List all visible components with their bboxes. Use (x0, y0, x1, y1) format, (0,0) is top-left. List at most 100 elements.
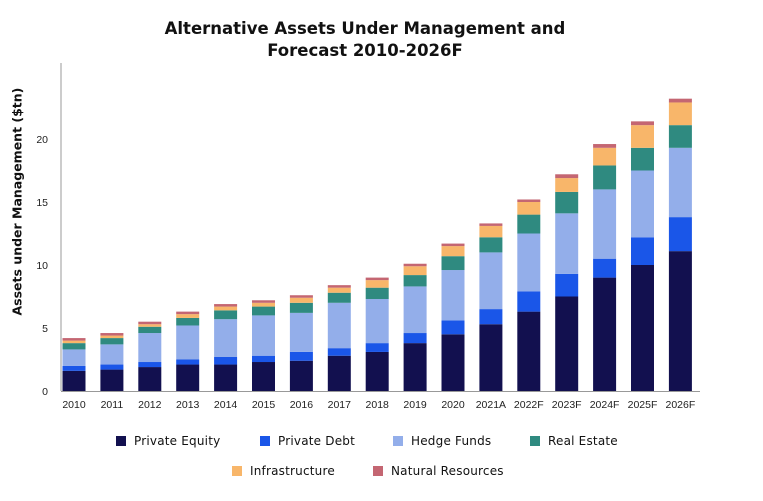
bar-segment-natural-resources (62, 338, 86, 341)
legend-item-private-debt: Private Debt (260, 434, 355, 448)
bar-stack-2020 (441, 243, 465, 391)
bar-segment-private-equity (327, 355, 351, 391)
bar-segment-natural-resources (441, 243, 465, 247)
bar-segment-hedge-funds (176, 325, 200, 360)
bar-stack-2010 (62, 338, 86, 391)
bar-segment-real-estate (100, 338, 124, 345)
bar-segment-private-equity (668, 251, 692, 391)
bar-stack-2012 (138, 321, 162, 391)
bar-segment-natural-resources (631, 121, 654, 126)
bar-segment-private-debt (176, 359, 200, 365)
x-tick-label: 2017 (328, 399, 352, 411)
x-tick-label: 2025F (628, 399, 658, 411)
chart-title: Alternative Assets Under Management and … (0, 18, 730, 62)
legend-swatch (393, 436, 403, 446)
bar-segment-real-estate (289, 302, 313, 313)
bar-segment-real-estate (62, 343, 86, 350)
bar-segment-infrastructure (100, 335, 124, 339)
legend-label: Hedge Funds (411, 434, 492, 448)
bar-segment-hedge-funds (555, 213, 579, 274)
bar-segment-private-equity (365, 351, 389, 391)
bar-segment-private-debt (138, 362, 162, 368)
bar-segment-hedge-funds (479, 252, 503, 310)
bar-segment-infrastructure (62, 340, 86, 344)
bar-segment-natural-resources (100, 333, 124, 336)
x-tick-label: 2013 (176, 399, 200, 411)
bar-stack-2022F (517, 199, 541, 391)
legend-item-private-equity: Private Equity (116, 434, 220, 448)
bar-segment-hedge-funds (631, 170, 654, 238)
x-tick-label: 2016 (290, 399, 314, 411)
bar-segment-real-estate (555, 191, 579, 214)
bar-stacks (62, 98, 692, 391)
bar-segment-private-debt (327, 348, 351, 356)
bar-segment-private-debt (517, 291, 541, 312)
x-axis: 2010 2011 2012 2013 2014 2015 2016 2017 2018 2019… (61, 391, 700, 411)
x-tick-label: 2022F (514, 399, 544, 411)
bar-segment-real-estate (252, 306, 275, 316)
bar-segment-real-estate (403, 275, 427, 287)
bar-segment-private-equity (289, 360, 313, 391)
bar-segment-private-equity (138, 367, 162, 391)
bar-stack-2024F (593, 144, 617, 391)
bar-segment-infrastructure (593, 147, 617, 166)
legend-label: Real Estate (548, 434, 618, 448)
bar-segment-hedge-funds (365, 299, 389, 344)
bar-stack-2023F (555, 174, 579, 391)
bar-segment-private-equity (214, 364, 238, 391)
legend-item-hedge-funds: Hedge Funds (393, 434, 491, 448)
bar-stack-2021A (479, 223, 503, 391)
y-tick-label: 15 (36, 197, 48, 209)
legend-item-infrastructure: Infrastructure (232, 464, 335, 478)
bar-segment-private-equity (631, 265, 654, 391)
bar-stack-2026F (668, 98, 692, 391)
legend-swatch (530, 436, 540, 446)
bar-stack-2013 (176, 311, 200, 391)
bar-segment-infrastructure (668, 102, 692, 126)
legend-swatch (232, 466, 242, 476)
bar-segment-natural-resources (214, 304, 238, 307)
bar-segment-real-estate (631, 147, 654, 171)
bar-segment-infrastructure (289, 297, 313, 303)
bar-segment-natural-resources (479, 223, 503, 226)
bar-segment-natural-resources (517, 199, 541, 202)
bar-segment-natural-resources (555, 174, 579, 179)
bar-stack-2018 (365, 277, 389, 391)
bar-segment-infrastructure (252, 302, 275, 307)
bar-segment-hedge-funds (289, 312, 313, 352)
legend-item-natural-resources: Natural Resources (373, 464, 504, 478)
bar-segment-natural-resources (403, 263, 427, 267)
bar-segment-infrastructure (631, 125, 654, 148)
bar-segment-hedge-funds (593, 189, 617, 259)
bar-stack-2025F (631, 121, 654, 391)
legend-item-real-estate: Real Estate (530, 434, 618, 448)
bar-segment-natural-resources (593, 144, 617, 148)
bar-segment-private-debt (365, 343, 389, 352)
bar-segment-private-equity (62, 370, 86, 391)
x-tick-label: 2012 (138, 399, 162, 411)
bar-segment-hedge-funds (214, 319, 238, 357)
legend-label: Infrastructure (250, 464, 335, 478)
bar-segment-natural-resources (365, 277, 389, 281)
bar-segment-real-estate (176, 317, 200, 326)
bar-segment-private-debt (668, 217, 692, 252)
bar-segment-real-estate (138, 326, 162, 334)
bar-segment-infrastructure (403, 266, 427, 276)
bar-segment-infrastructure (214, 306, 238, 311)
bar-segment-private-equity (441, 334, 465, 391)
bar-segment-real-estate (327, 292, 351, 303)
bar-segment-private-debt (555, 273, 579, 297)
bar-stack-2015 (252, 300, 275, 391)
bar-segment-private-debt (631, 237, 654, 265)
bar-segment-private-debt (441, 320, 465, 335)
bar-segment-hedge-funds (517, 233, 541, 292)
bar-segment-private-equity (517, 311, 541, 391)
bar-segment-real-estate (593, 165, 617, 190)
x-tick-label: 2019 (403, 399, 427, 411)
bar-segment-private-debt (289, 351, 313, 361)
x-tick-label: 2014 (214, 399, 238, 411)
x-tick-label: 2026F (666, 399, 696, 411)
x-tick-label: 2020 (441, 399, 465, 411)
bar-stack-2016 (289, 295, 313, 391)
chart-title-line-2: Forecast 2010-2026F (267, 41, 463, 60)
